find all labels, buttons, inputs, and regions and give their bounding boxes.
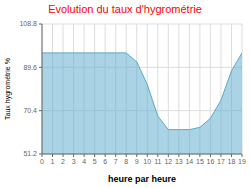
svg-text:16: 16 [207,158,215,165]
svg-text:15: 15 [196,158,204,165]
svg-text:89.6: 89.6 [23,64,37,71]
svg-text:12: 12 [164,158,172,165]
svg-text:7: 7 [114,158,118,165]
svg-text:19: 19 [238,158,242,165]
svg-text:5: 5 [93,158,97,165]
svg-text:3: 3 [72,158,76,165]
svg-text:14: 14 [185,158,193,165]
html-text:Evolution du taux d'hygrométri: Evolution du taux d'hygrométrie [48,3,202,15]
svg-text:6: 6 [103,158,107,165]
svg-text:13: 13 [175,158,183,165]
svg-text:10: 10 [143,158,151,165]
svg-text:51.2: 51.2 [23,150,37,157]
svg-text:4: 4 [82,158,86,165]
svg-text:8: 8 [124,158,128,165]
svg-text:0: 0 [40,158,44,165]
svg-text:9: 9 [135,158,139,165]
svg-text:17: 17 [217,158,225,165]
svg-text:2: 2 [61,158,65,165]
svg-text:Taux hygrométrie %: Taux hygrométrie % [8,58,12,120]
svg-text:18: 18 [228,158,236,165]
svg-text:108.8: 108.8 [19,20,37,27]
svg-text:heure par heure: heure par heure [108,174,176,184]
svg-text:1: 1 [51,158,55,165]
svg-text:70.4: 70.4 [23,107,37,114]
svg-text:11: 11 [154,158,161,165]
